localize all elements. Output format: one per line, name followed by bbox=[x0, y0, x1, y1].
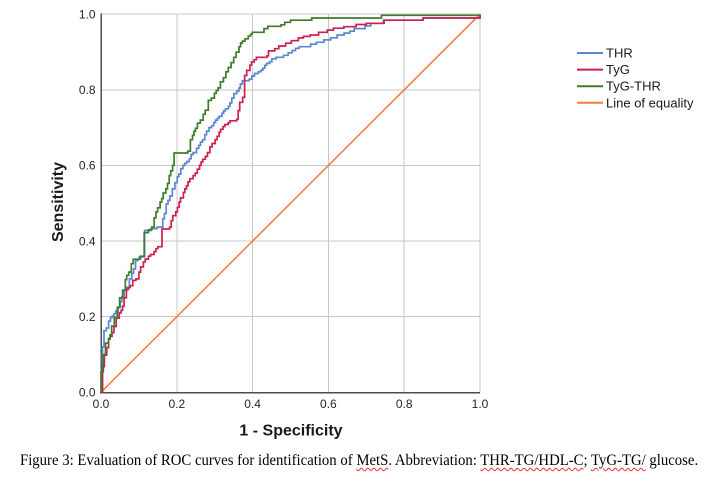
svg-text:0.6: 0.6 bbox=[320, 397, 337, 411]
svg-text:0.8: 0.8 bbox=[396, 397, 413, 411]
svg-text:0.2: 0.2 bbox=[79, 310, 96, 324]
svg-text:Sensitivity: Sensitivity bbox=[50, 162, 67, 242]
svg-text:TyG: TyG bbox=[606, 62, 630, 77]
svg-text:1.0: 1.0 bbox=[472, 397, 489, 411]
svg-text:0.4: 0.4 bbox=[79, 234, 96, 248]
svg-text:0.8: 0.8 bbox=[79, 83, 96, 97]
svg-text:0.2: 0.2 bbox=[168, 397, 185, 411]
svg-text:THR: THR bbox=[606, 46, 633, 61]
svg-text:0.6: 0.6 bbox=[79, 159, 96, 173]
svg-text:Line of equality: Line of equality bbox=[606, 95, 694, 110]
svg-text:1 - Specificity: 1 - Specificity bbox=[239, 423, 342, 440]
svg-text:TyG-THR: TyG-THR bbox=[606, 79, 661, 94]
svg-text:0.4: 0.4 bbox=[244, 397, 261, 411]
svg-text:0.0: 0.0 bbox=[93, 397, 110, 411]
svg-text:1.0: 1.0 bbox=[79, 8, 96, 22]
svg-text:0.0: 0.0 bbox=[79, 386, 96, 400]
